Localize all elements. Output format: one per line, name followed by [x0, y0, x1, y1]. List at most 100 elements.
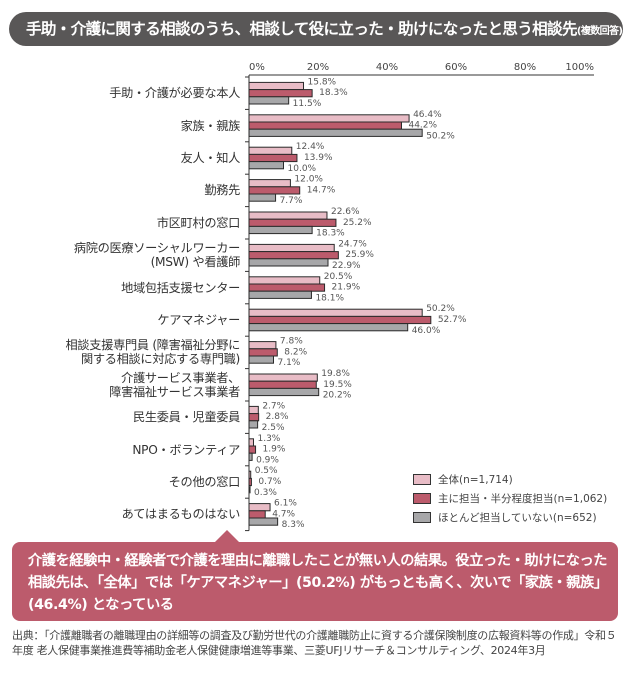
bar — [248, 413, 260, 422]
data-label: 8.3% — [282, 520, 305, 530]
data-label: 18.1% — [315, 293, 344, 303]
bar — [248, 243, 335, 253]
category-label: NPO・ボランティア — [132, 442, 240, 457]
data-label: 6.1% — [274, 499, 297, 509]
bar — [248, 146, 293, 155]
data-label: 0.5% — [255, 466, 278, 476]
bar — [248, 258, 329, 267]
data-label: 1.9% — [263, 445, 286, 455]
bar — [248, 153, 298, 163]
bar — [248, 218, 337, 227]
chart-title: 手助・介護に関する相談のうち、相談して役に立った・助けになったと思う相談先 — [26, 20, 577, 38]
data-label: 24.7% — [338, 239, 367, 249]
legend-item-all: 全体(n=1,714) — [413, 472, 513, 487]
data-label: 44.2% — [408, 121, 437, 131]
category-label: 市区町村の窓口 — [156, 215, 241, 230]
bar — [248, 323, 409, 332]
bar — [248, 283, 326, 292]
bar — [248, 251, 339, 260]
data-label: 21.9% — [332, 283, 361, 293]
legend-label: 主に担当・半分程度担当(n=1,062) — [438, 493, 608, 505]
bar — [248, 445, 257, 454]
data-label: 50.2% — [426, 131, 455, 141]
data-label: 46.0% — [412, 326, 441, 336]
bar — [248, 341, 277, 350]
bar — [248, 211, 328, 220]
bar — [248, 485, 251, 494]
bar — [248, 355, 274, 364]
bar — [248, 477, 252, 487]
legend-item-rarely-carer: ほとんど担当していない(n=652) — [413, 510, 597, 525]
data-label: 22.9% — [332, 261, 361, 271]
legend-swatch — [413, 512, 431, 523]
bar — [248, 193, 277, 202]
data-label: 20.2% — [323, 391, 352, 401]
bar — [248, 308, 423, 317]
data-label: 52.7% — [438, 315, 467, 325]
bar — [248, 290, 312, 299]
bar — [248, 121, 402, 130]
bar — [248, 348, 278, 357]
data-label: 8.2% — [284, 347, 307, 357]
data-label: 20.5% — [324, 272, 353, 282]
bar — [248, 186, 301, 195]
category-label: あてはまるものはない — [121, 507, 241, 522]
data-label: 14.7% — [307, 185, 336, 195]
data-label: 12.0% — [294, 175, 323, 185]
bar — [248, 452, 253, 461]
legend-label: 全体(n=1,714) — [438, 474, 513, 486]
data-label: 15.8% — [308, 77, 337, 87]
bar — [248, 114, 410, 123]
data-label: 50.2% — [426, 304, 455, 314]
data-label: 0.3% — [254, 488, 277, 498]
bar — [248, 420, 259, 429]
x-tick-label: 80% — [514, 62, 536, 73]
bar — [248, 470, 252, 479]
bar-chart: 0% 20% 40% 60% 80% 100%15.8%18.3%11.5%46.4%44… — [245, 62, 594, 532]
category-label: 友人・知人 — [180, 151, 241, 165]
bar — [248, 276, 321, 285]
bar — [248, 510, 266, 519]
data-label: 25.2% — [343, 218, 372, 228]
category-label: 病院の医療ソーシャルワーカー (MSW) や看護師 — [73, 241, 240, 270]
bar — [248, 161, 284, 170]
legend-swatch — [413, 474, 431, 485]
data-label: 12.4% — [296, 142, 325, 152]
x-tick-label: 60% — [445, 62, 467, 73]
chart-title-banner: 手助・介護に関する相談のうち、相談して役に立った・助けになったと思う相談先(複数… — [9, 12, 623, 46]
chart-title-note: (複数回答) — [576, 26, 623, 37]
bar — [248, 380, 317, 389]
category-label: その他の窓口 — [168, 475, 241, 489]
x-tick-label: 100% — [565, 62, 594, 73]
category-label: 手助・介護が必要な本人 — [109, 86, 240, 101]
data-label: 0.9% — [256, 455, 279, 465]
bar — [248, 405, 259, 415]
callout-summary: 介護を経験中・経験者で介護を理由に離職したことが無い人の結果。役立った・助けにな… — [12, 542, 618, 621]
bar — [248, 387, 320, 397]
bar — [248, 96, 290, 105]
source-citation: 出典：「介護離職者の離職理由の詳細等の調査及び勤労世代の介護離職防止に資する介護… — [12, 629, 617, 657]
x-tick-label: 40% — [376, 62, 398, 73]
category-label: 家族・親族 — [180, 118, 241, 133]
data-label: 7.7% — [280, 196, 303, 206]
data-label: 2.8% — [266, 412, 289, 422]
category-label: ケアマネジャー — [157, 313, 240, 327]
data-label: 1.3% — [257, 434, 280, 444]
data-label: 46.4% — [413, 110, 442, 120]
bar — [248, 225, 313, 235]
data-label: 0.7% — [258, 477, 281, 487]
legend-swatch — [413, 493, 431, 504]
bar — [248, 179, 291, 188]
category-label: 民生委員・児童委員 — [133, 410, 240, 425]
callout-arrow — [214, 530, 240, 543]
data-label: 2.7% — [262, 401, 285, 411]
data-label: 19.8% — [321, 369, 350, 379]
bar — [248, 517, 279, 526]
data-label: 11.5% — [293, 99, 322, 109]
bar — [248, 438, 254, 447]
bar — [248, 81, 305, 91]
data-label: 18.3% — [316, 229, 345, 239]
data-label: 13.9% — [304, 153, 333, 163]
data-label: 2.5% — [262, 423, 285, 433]
